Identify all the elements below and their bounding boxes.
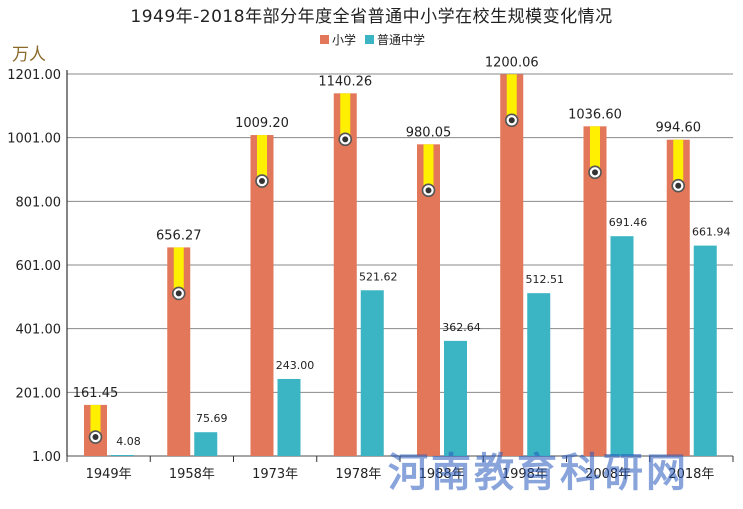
bar-secondary-school <box>277 378 301 456</box>
bar-primary-school <box>666 139 690 457</box>
bar-stripe-decoration <box>423 144 434 187</box>
data-label-primary-school: 656.27 <box>156 228 202 243</box>
bar-secondary-school <box>693 245 717 456</box>
x-tick-label: 1998年 <box>502 467 548 482</box>
y-tick-label: 801.00 <box>16 195 62 210</box>
pencil-tip-marker-core <box>592 169 598 176</box>
bar-stripe-decoration <box>673 139 684 182</box>
bar-secondary-school <box>111 455 134 456</box>
bar-primary-school <box>167 247 191 456</box>
chart-title: 1949年-2018年部分年度全省普通中小学在校生规模变化情况 <box>130 7 613 27</box>
data-label-secondary-school: 691.46 <box>609 216 648 229</box>
data-label-secondary-school: 243.00 <box>276 359 315 372</box>
pencil-tip-marker-core <box>675 182 682 189</box>
x-tick-label: 1949年 <box>86 467 132 482</box>
y-tick-label: 1001.00 <box>7 132 61 147</box>
x-tick-label: 1978年 <box>335 467 381 482</box>
x-tick-label: 1973年 <box>252 467 298 482</box>
legend-label-primary-school: 小学 <box>332 32 356 47</box>
x-tick-label: 2018年 <box>668 467 714 482</box>
data-label-secondary-school: 4.08 <box>116 435 141 448</box>
pencil-tip-marker-core <box>92 434 99 441</box>
bar-primary-school <box>333 93 357 456</box>
bar-primary-school <box>417 144 440 456</box>
pencil-tip-marker-core <box>425 187 432 194</box>
y-axis-unit-label: 万人 <box>12 45 46 65</box>
x-tick-label: 2008年 <box>585 467 631 482</box>
y-tick-label: 1.00 <box>32 450 61 465</box>
pencil-tip-marker-core <box>508 117 515 124</box>
data-label-primary-school: 161.45 <box>73 386 119 401</box>
data-label-primary-school: 1140.26 <box>318 74 372 89</box>
data-label-primary-school: 980.05 <box>406 125 452 140</box>
bar-secondary-school <box>610 236 634 456</box>
bar-stripe-decoration <box>506 74 517 117</box>
legend-label-secondary-school: 普通中学 <box>377 32 425 47</box>
data-label-primary-school: 994.60 <box>656 121 702 136</box>
bar-secondary-school <box>194 432 218 456</box>
y-tick-label: 201.00 <box>16 386 62 401</box>
legend-swatch-secondary-school <box>365 35 374 44</box>
bar-stripe-decoration <box>90 404 101 434</box>
bar-secondary-school <box>360 290 384 456</box>
y-tick-label: 1201.00 <box>7 68 61 83</box>
pencil-tip-marker-core <box>342 136 349 143</box>
bar-primary-school <box>583 126 607 457</box>
pencil-tip-marker-core <box>175 290 182 297</box>
x-tick-label: 1958年 <box>169 467 215 482</box>
y-tick-label: 401.00 <box>16 323 62 338</box>
bar-stripe-decoration <box>590 126 600 169</box>
data-label-secondary-school: 521.62 <box>359 270 398 283</box>
bar-primary-school <box>250 135 274 456</box>
legend-swatch-primary-school <box>320 35 329 44</box>
data-label-secondary-school: 75.69 <box>196 412 228 425</box>
data-label-primary-school: 1009.20 <box>235 116 289 131</box>
bar-secondary-school <box>527 293 551 456</box>
watermark: 河南教育科研网 <box>388 449 689 496</box>
bar-primary-school <box>500 74 524 457</box>
data-label-primary-school: 1200.06 <box>485 55 539 70</box>
data-label-secondary-school: 512.51 <box>526 273 565 286</box>
data-label-secondary-school: 362.64 <box>442 321 481 334</box>
bar-stripe-decoration <box>340 93 351 136</box>
bar-secondary-school <box>444 340 467 456</box>
data-label-secondary-school: 661.94 <box>692 226 731 239</box>
y-tick-label: 601.00 <box>16 259 62 274</box>
bar-stripe-decoration <box>173 247 184 290</box>
bar-stripe-decoration <box>257 135 267 178</box>
data-label-primary-school: 1036.60 <box>568 107 622 122</box>
x-tick-label: 1988年 <box>419 467 465 482</box>
pencil-tip-marker-core <box>259 178 265 185</box>
